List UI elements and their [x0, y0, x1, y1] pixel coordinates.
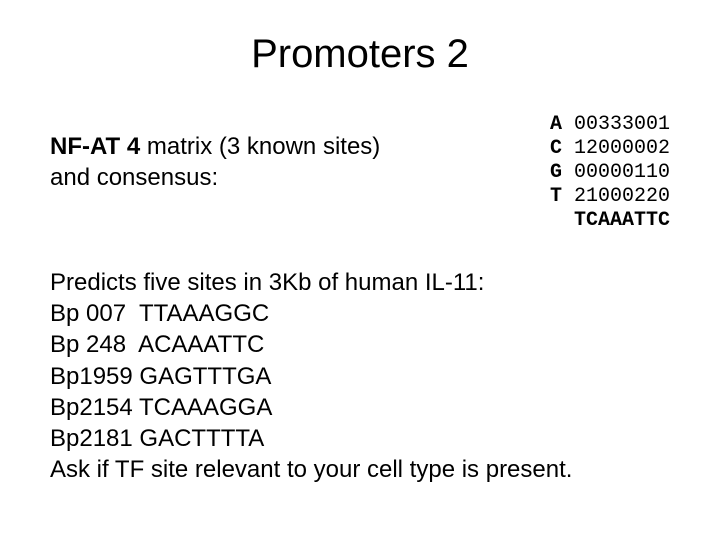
intro-row: NF-AT 4 matrix (3 known sites) and conse… — [50, 113, 670, 233]
consensus: TCAAATTC — [574, 209, 670, 232]
matrix-row: T 21000220 — [550, 185, 670, 209]
matrix-row: G 00000110 — [550, 161, 670, 185]
matrix-row: C 12000002 — [550, 137, 670, 161]
matrix-letter: A — [550, 113, 562, 136]
matrix-consensus-row: TCAAATTC — [550, 209, 670, 233]
consensus-indent — [550, 209, 574, 232]
matrix-letter: C — [550, 137, 562, 160]
predictions-block: Predicts five sites in 3Kb of human IL-1… — [50, 267, 670, 485]
desc-line2: and consensus: — [50, 164, 218, 191]
matrix-digits: 00000110 — [562, 161, 670, 184]
matrix-description: NF-AT 4 matrix (3 known sites) and conse… — [50, 113, 380, 193]
matrix-row: A 00333001 — [550, 113, 670, 137]
matrix-letter: T — [550, 185, 562, 208]
slide: Promoters 2 NF-AT 4 matrix (3 known site… — [0, 0, 720, 540]
matrix-digits: 00333001 — [562, 113, 670, 136]
matrix-digits: 12000002 — [562, 137, 670, 160]
matrix-block: A 00333001C 12000002G 00000110T 21000220… — [550, 113, 670, 233]
slide-title: Promoters 2 — [50, 32, 670, 77]
matrix-digits: 21000220 — [562, 185, 670, 208]
tf-name: NF-AT 4 — [50, 133, 140, 160]
matrix-letter: G — [550, 161, 562, 184]
desc-line1-rest: matrix (3 known sites) — [140, 133, 380, 160]
